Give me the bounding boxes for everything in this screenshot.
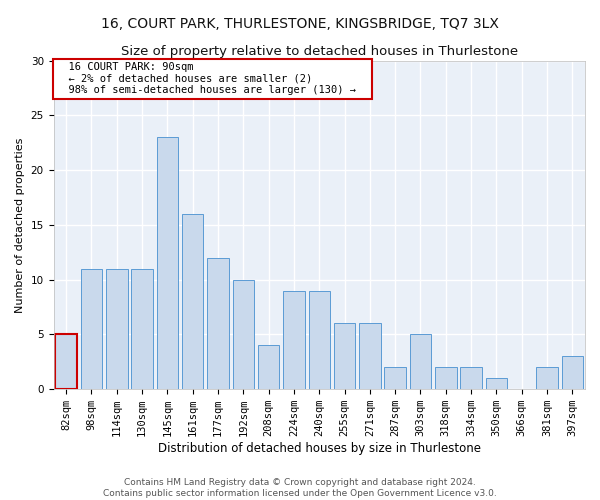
X-axis label: Distribution of detached houses by size in Thurlestone: Distribution of detached houses by size … xyxy=(158,442,481,455)
Text: 16, COURT PARK, THURLESTONE, KINGSBRIDGE, TQ7 3LX: 16, COURT PARK, THURLESTONE, KINGSBRIDGE… xyxy=(101,18,499,32)
Bar xyxy=(536,368,558,389)
Bar xyxy=(410,334,431,389)
Bar xyxy=(258,346,280,389)
Bar xyxy=(485,378,507,389)
Bar xyxy=(157,137,178,389)
Bar xyxy=(131,268,153,389)
Text: Contains HM Land Registry data © Crown copyright and database right 2024.
Contai: Contains HM Land Registry data © Crown c… xyxy=(103,478,497,498)
Bar xyxy=(562,356,583,389)
Bar xyxy=(334,324,355,389)
Bar xyxy=(359,324,380,389)
Bar xyxy=(81,268,102,389)
Bar xyxy=(55,334,77,389)
Bar xyxy=(435,368,457,389)
Bar xyxy=(308,290,330,389)
Bar xyxy=(283,290,305,389)
Bar xyxy=(182,214,203,389)
Bar xyxy=(106,268,128,389)
Bar xyxy=(233,280,254,389)
Bar xyxy=(207,258,229,389)
Text: 16 COURT PARK: 90sqm  
  ← 2% of detached houses are smaller (2)  
  98% of semi: 16 COURT PARK: 90sqm ← 2% of detached ho… xyxy=(56,62,368,96)
Bar xyxy=(460,368,482,389)
Y-axis label: Number of detached properties: Number of detached properties xyxy=(15,137,25,312)
Title: Size of property relative to detached houses in Thurlestone: Size of property relative to detached ho… xyxy=(121,45,518,58)
Bar xyxy=(385,368,406,389)
